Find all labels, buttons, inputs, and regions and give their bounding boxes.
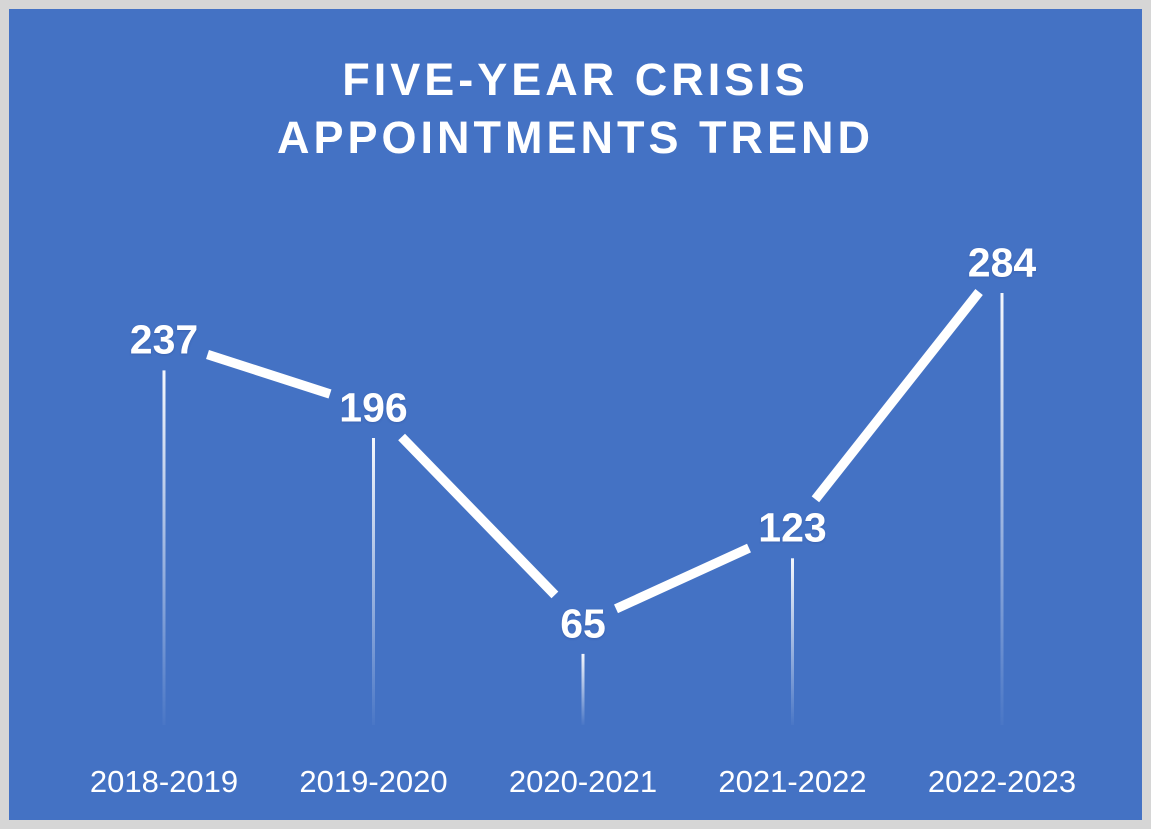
trend-line-segment [811,289,983,503]
trend-line-segment [206,349,332,399]
axis-category-label: 2021-2022 [718,764,867,799]
axis-category-label: 2022-2023 [927,764,1077,799]
drop-lines-group [162,293,1004,725]
drop-line [581,653,585,725]
drop-line [372,438,375,725]
drop-line [791,558,794,725]
chart-title-line2: APPOINTMENTS TREND [276,112,874,163]
drop-line [162,370,166,725]
axis-category-label: 2020-2021 [508,764,658,799]
axis-category-label: 2018-2019 [89,764,239,799]
chart-title: FIVE-YEAR CRISIS APPOINTMENTS TREND [9,51,1142,167]
drop-line [1000,293,1004,725]
value-label: 123 [758,504,827,551]
plot-canvas [162,289,1004,725]
trend-line-group [206,289,983,614]
value-label: 284 [967,239,1037,286]
axis-category-label: 2019-2020 [299,764,448,799]
trend-line-segment [614,543,751,614]
value-label: 237 [129,316,199,363]
value-label: 65 [560,600,606,647]
value-label: 196 [339,384,408,431]
chart-title-line1: FIVE-YEAR CRISIS [342,54,809,105]
trend-line-segment [398,433,559,599]
